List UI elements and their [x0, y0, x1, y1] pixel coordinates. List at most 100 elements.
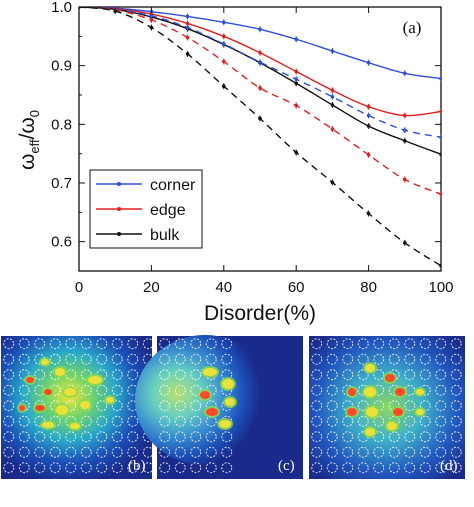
x-axis-title: Disorder(%): [204, 302, 316, 325]
data-point: [366, 104, 371, 109]
subpanel-label-b: (b): [128, 458, 146, 474]
y-axis-title: ωeff/ω0: [16, 110, 42, 170]
field-hotspot: [56, 405, 68, 415]
lattice-hole: [326, 446, 338, 458]
lattice-hole: [111, 462, 123, 474]
lattice-hole: [111, 338, 123, 350]
lattice-hole: [435, 446, 447, 458]
lattice-hole: [142, 462, 154, 474]
lattice-hole: [111, 446, 123, 458]
data-point: [294, 81, 299, 86]
lattice-hole: [190, 353, 202, 365]
lattice-hole: [435, 415, 447, 427]
y-tick-label: 1.0: [51, 0, 72, 16]
lattice-hole: [357, 446, 369, 458]
lattice-hole: [111, 400, 123, 412]
data-point: [294, 150, 299, 155]
series-line-unlabeled-dashed: [79, 7, 441, 138]
lattice-hole: [174, 446, 186, 458]
lattice-hole: [450, 338, 462, 350]
y-tick-label: 0.9: [51, 58, 72, 75]
lattice-hole: [326, 431, 338, 443]
lattice-hole: [190, 369, 202, 381]
lattice-hole: [388, 462, 400, 474]
data-point: [403, 113, 407, 118]
lattice-hole: [342, 338, 354, 350]
lattice-hole: [419, 338, 431, 350]
lattice-hole: [357, 369, 369, 381]
legend-label-corner: corner: [150, 177, 196, 194]
data-point: [439, 76, 441, 81]
lattice-hole: [159, 369, 171, 381]
field-hotspot: [219, 420, 231, 428]
data-point: [403, 138, 407, 143]
lattice-hole: [142, 446, 154, 458]
lattice-hole: [311, 369, 323, 381]
data-point: [366, 113, 371, 118]
panel-label-a: (a): [403, 18, 422, 37]
data-point: [330, 180, 335, 185]
field-hotspot: [64, 388, 76, 396]
lattice-hole: [311, 431, 323, 443]
x-tick-label: 60: [288, 279, 305, 296]
lattice-hole: [326, 400, 338, 412]
lattice-hole: [373, 462, 385, 474]
data-point: [330, 88, 335, 93]
lattice-hole: [450, 369, 462, 381]
lattice-hole: [404, 400, 416, 412]
data-point: [185, 52, 190, 56]
lattice-hole: [357, 353, 369, 365]
lattice-hole: [388, 338, 400, 350]
field-hotspot: [41, 359, 49, 365]
field-hotspot: [88, 376, 102, 384]
data-point: [258, 50, 262, 55]
legend-label-edge: edge: [150, 202, 186, 219]
field-hotspot: [44, 389, 52, 395]
lattice-hole: [96, 446, 108, 458]
data-point: [330, 49, 335, 53]
lattice-hole: [326, 353, 338, 365]
data-point: [294, 103, 299, 108]
field-hotspot: [222, 379, 234, 389]
lattice-hole: [326, 369, 338, 381]
y-tick-label: 0.8: [51, 116, 72, 133]
lattice-hole: [34, 446, 46, 458]
data-point: [366, 153, 371, 157]
subpanel-d: (d): [309, 336, 465, 479]
lattice-hole: [221, 462, 233, 474]
lattice-hole: [221, 446, 233, 458]
field-hotspot: [80, 401, 90, 409]
y-axis-sub-0: 0: [27, 110, 42, 117]
field-hotspot: [106, 397, 114, 403]
lattice-hole: [65, 338, 77, 350]
lattice-hole: [435, 369, 447, 381]
lattice-hole: [450, 353, 462, 365]
lattice-hole: [221, 338, 233, 350]
lattice-hole: [419, 446, 431, 458]
field-hotspot: [395, 388, 405, 396]
field-hotspot: [347, 408, 357, 416]
lattice-hole: [404, 338, 416, 350]
data-point: [403, 177, 407, 182]
subpanel-c: (c): [135, 335, 303, 479]
subpanel-label-c: (c): [278, 458, 295, 474]
lattice-hole: [3, 384, 15, 396]
lattice-hole: [111, 415, 123, 427]
lattice-hole: [205, 462, 217, 474]
lattice-hole: [80, 431, 92, 443]
field-hotspot: [416, 389, 424, 395]
lattice-hole: [159, 446, 171, 458]
data-point: [258, 27, 262, 32]
lattice-hole: [111, 353, 123, 365]
lattice-hole: [3, 462, 15, 474]
legend-marker-bulk: [117, 232, 121, 236]
lattice-hole: [127, 415, 139, 427]
field-hotspot: [55, 368, 65, 376]
lattice-hole: [142, 338, 154, 350]
lattice-hole: [80, 384, 92, 396]
field-hotspot: [385, 374, 395, 382]
data-point: [366, 60, 371, 65]
lattice-hole: [435, 462, 447, 474]
lattice-hole: [221, 431, 233, 443]
lattice-hole: [419, 415, 431, 427]
